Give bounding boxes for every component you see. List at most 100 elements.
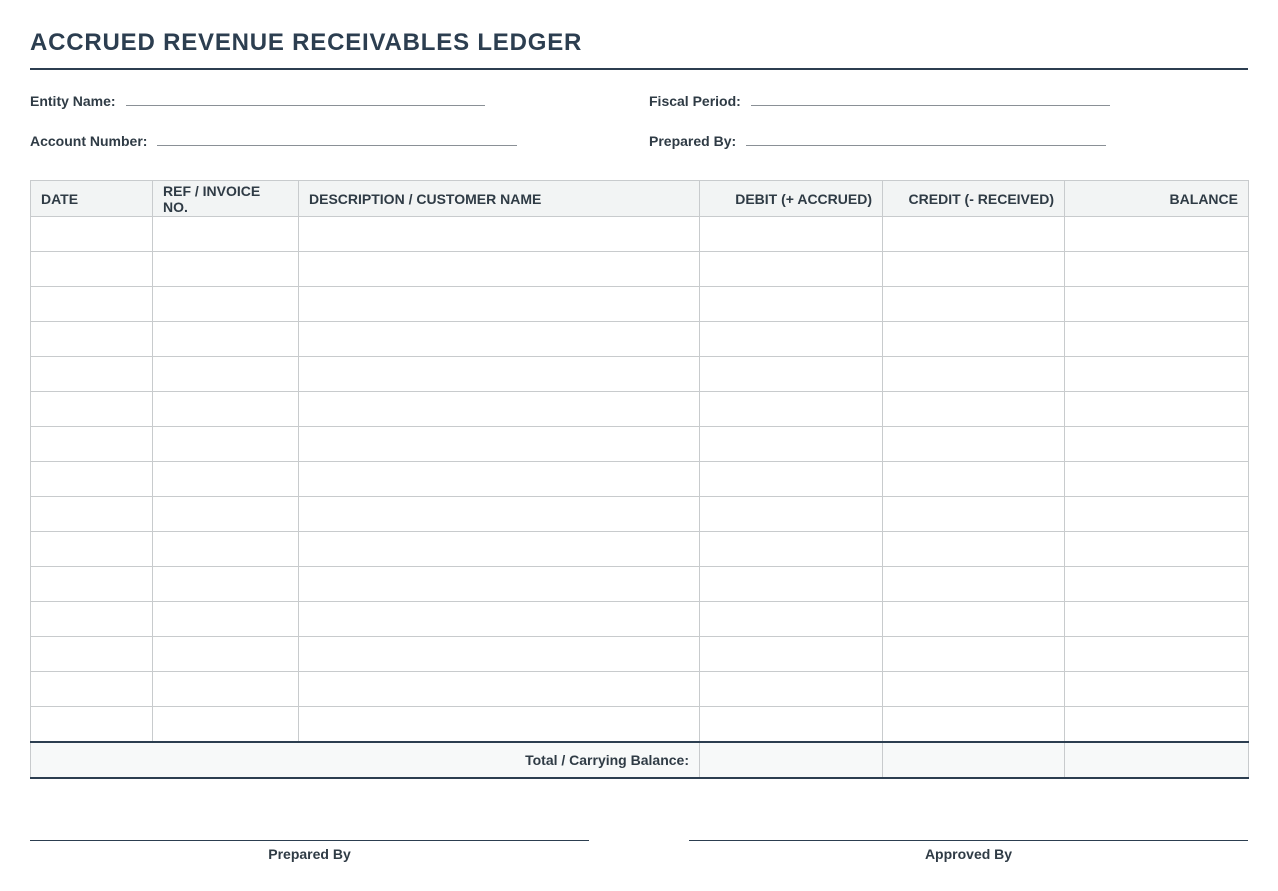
ledger-cell bbox=[699, 706, 883, 743]
ledger-table: DATE REF / INVOICE NO. DESCRIPTION / CUSTO… bbox=[30, 180, 1249, 779]
column-header: DEBIT (+ ACCRUED) bbox=[699, 180, 883, 217]
title-rule bbox=[30, 68, 1248, 70]
ledger-cell bbox=[699, 531, 883, 567]
ledger-cell bbox=[882, 706, 1065, 743]
ledger-cell bbox=[298, 566, 700, 602]
ledger-cell bbox=[152, 356, 299, 392]
ledger-cell bbox=[882, 286, 1065, 322]
ledger-cell bbox=[152, 216, 299, 252]
ledger-cell bbox=[30, 356, 153, 392]
ledger-cell bbox=[30, 391, 153, 427]
ledger-row bbox=[30, 356, 1249, 392]
ledger-row bbox=[30, 566, 1249, 602]
ledger-cell bbox=[1064, 461, 1249, 497]
ledger-cell bbox=[298, 286, 700, 322]
ledger-row bbox=[30, 216, 1249, 252]
ledger-cell bbox=[30, 286, 153, 322]
ledger-cell bbox=[30, 566, 153, 602]
ledger-cell bbox=[152, 671, 299, 707]
ledger-cell bbox=[298, 636, 700, 672]
ledger-cell bbox=[152, 461, 299, 497]
ledger-cell bbox=[30, 216, 153, 252]
ledger-cell bbox=[30, 426, 153, 462]
ledger-row bbox=[30, 531, 1249, 567]
ledger-cell bbox=[152, 321, 299, 357]
ledger-cell bbox=[298, 391, 700, 427]
ledger-cell bbox=[298, 426, 700, 462]
total-row: Total / Carrying Balance: bbox=[30, 741, 1249, 779]
ledger-cell bbox=[882, 391, 1065, 427]
ledger-cell bbox=[30, 601, 153, 637]
signature-label: Approved By bbox=[924, 846, 1013, 862]
ledger-cell bbox=[1064, 286, 1249, 322]
ledger-row bbox=[30, 461, 1249, 497]
signature-line bbox=[30, 840, 589, 841]
ledger-cell bbox=[699, 601, 883, 637]
ledger-cell bbox=[298, 216, 700, 252]
ledger-cell bbox=[30, 636, 153, 672]
ledger-cell bbox=[1064, 706, 1249, 743]
ledger-cell bbox=[1064, 531, 1249, 567]
ledger-cell bbox=[699, 671, 883, 707]
ledger-cell bbox=[298, 356, 700, 392]
ledger-cell bbox=[699, 286, 883, 322]
ledger-cell bbox=[882, 531, 1065, 567]
ledger-row bbox=[30, 496, 1249, 532]
ledger-cell bbox=[1064, 216, 1249, 252]
field-label: Entity Name: bbox=[30, 93, 116, 109]
ledger-cell bbox=[1064, 426, 1249, 462]
ledger-cell bbox=[699, 636, 883, 672]
ledger-cell bbox=[30, 461, 153, 497]
ledger-cell bbox=[298, 321, 700, 357]
column-header: CREDIT (- RECEIVED) bbox=[882, 180, 1065, 217]
ledger-cell bbox=[882, 251, 1065, 287]
field-line bbox=[126, 105, 485, 106]
field-line bbox=[751, 105, 1110, 106]
ledger-row bbox=[30, 426, 1249, 462]
ledger-cell bbox=[699, 496, 883, 532]
ledger-cell bbox=[30, 706, 153, 743]
signature-label: Prepared By bbox=[268, 846, 351, 862]
ledger-row bbox=[30, 706, 1249, 743]
ledger-cell bbox=[699, 216, 883, 252]
ledger-cell bbox=[298, 531, 700, 567]
ledger-cell bbox=[30, 321, 153, 357]
ledger-cell bbox=[699, 321, 883, 357]
ledger-row bbox=[30, 636, 1249, 672]
signature-line bbox=[689, 840, 1248, 841]
ledger-cell bbox=[882, 566, 1065, 602]
ledger-cell bbox=[152, 566, 299, 602]
ledger-cell bbox=[882, 216, 1065, 252]
ledger-cell bbox=[30, 671, 153, 707]
ledger-row bbox=[30, 251, 1249, 287]
ledger-row bbox=[30, 286, 1249, 322]
ledger-cell bbox=[882, 426, 1065, 462]
ledger-cell bbox=[298, 601, 700, 637]
ledger-cell bbox=[699, 356, 883, 392]
ledger-row bbox=[30, 321, 1249, 357]
ledger-cell bbox=[298, 251, 700, 287]
ledger-cell bbox=[699, 426, 883, 462]
ledger-cell bbox=[882, 321, 1065, 357]
ledger-row bbox=[30, 601, 1249, 637]
ledger-cell bbox=[30, 531, 153, 567]
ledger-cell bbox=[882, 496, 1065, 532]
ledger-cell bbox=[1064, 671, 1249, 707]
field-label: Fiscal Period: bbox=[649, 93, 741, 109]
ledger-cell bbox=[152, 531, 299, 567]
field-label: Account Number: bbox=[30, 133, 148, 149]
ledger-cell bbox=[882, 356, 1065, 392]
ledger-row bbox=[30, 391, 1249, 427]
ledger-cell bbox=[882, 636, 1065, 672]
ledger-cell bbox=[298, 706, 700, 743]
ledger-cell bbox=[152, 636, 299, 672]
ledger-cell bbox=[699, 461, 883, 497]
column-header: REF / INVOICE NO. bbox=[152, 180, 299, 217]
ledger-cell bbox=[30, 496, 153, 532]
field-label: Prepared By: bbox=[649, 133, 737, 149]
column-header: DESCRIPTION / CUSTOMER NAME bbox=[298, 180, 700, 217]
ledger-row bbox=[30, 671, 1249, 707]
ledger-cell bbox=[152, 391, 299, 427]
total-cell bbox=[699, 741, 883, 779]
ledger-cell bbox=[882, 461, 1065, 497]
